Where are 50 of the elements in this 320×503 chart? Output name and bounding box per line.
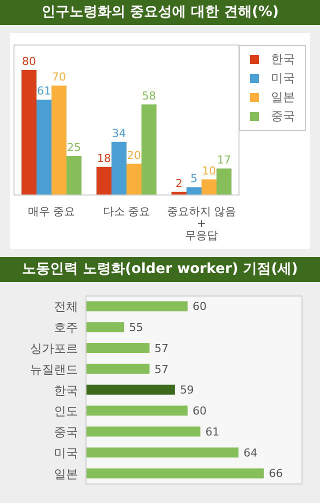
data-label: 70	[52, 70, 66, 84]
chart-title: 인구노령화의 중요성에 대한 견해(%)	[0, 0, 320, 25]
data-label: 55	[129, 321, 144, 334]
data-label: 17	[217, 153, 231, 166]
x-tick-label: 다소 중요	[102, 205, 150, 218]
data-label: 64	[243, 446, 258, 460]
data-label: 34	[112, 126, 126, 140]
y-tick-label: 호주	[54, 320, 78, 335]
y-tick-label: 전체	[54, 300, 78, 314]
bar	[202, 179, 216, 195]
bar	[22, 70, 36, 195]
bar	[186, 187, 202, 195]
data-label: 5	[190, 172, 198, 186]
y-tick-label: 인도	[54, 404, 78, 418]
y-tick-label: 뉴질랜드	[30, 362, 78, 376]
legend-label: 중국	[270, 108, 295, 125]
data-label: 60	[192, 404, 207, 418]
data-label: 58	[142, 89, 156, 102]
y-tick-label: 미국	[54, 446, 78, 460]
data-label: 57	[154, 362, 169, 376]
data-label: 61	[37, 84, 51, 98]
y-tick-label: 싱가포르	[30, 341, 78, 356]
x-tick-label: 매우 중요	[28, 205, 76, 218]
bar	[52, 86, 66, 195]
bar	[142, 104, 156, 195]
data-label: 59	[180, 384, 194, 397]
legend-label: 일본	[270, 89, 295, 106]
bar	[66, 156, 82, 195]
bar	[36, 100, 52, 195]
bar	[112, 142, 126, 195]
data-label: 10	[202, 164, 216, 178]
y-tick-label: 중국	[54, 425, 78, 440]
data-label: 57	[154, 342, 169, 355]
bar	[216, 168, 232, 195]
legend-label: 미국	[270, 70, 295, 87]
data-label: 20	[127, 148, 141, 162]
chart-title: 노동인력 노령화(older worker) 기점(세)	[0, 257, 320, 282]
data-label: 18	[97, 152, 111, 165]
y-tick-label: 일본	[54, 466, 78, 481]
x-tick-label: 중요하지 않음 + 무응답	[166, 205, 236, 242]
data-label: 61	[205, 425, 220, 438]
data-label: 2	[176, 176, 182, 190]
legend-label: 한국	[270, 51, 295, 68]
bar	[96, 166, 112, 195]
bar	[126, 164, 142, 195]
data-label: 80	[22, 55, 36, 68]
data-label: 25	[67, 140, 81, 154]
data-label: 66	[268, 467, 283, 480]
data-label: 60	[192, 300, 207, 314]
y-tick-label: 한국	[54, 383, 78, 398]
